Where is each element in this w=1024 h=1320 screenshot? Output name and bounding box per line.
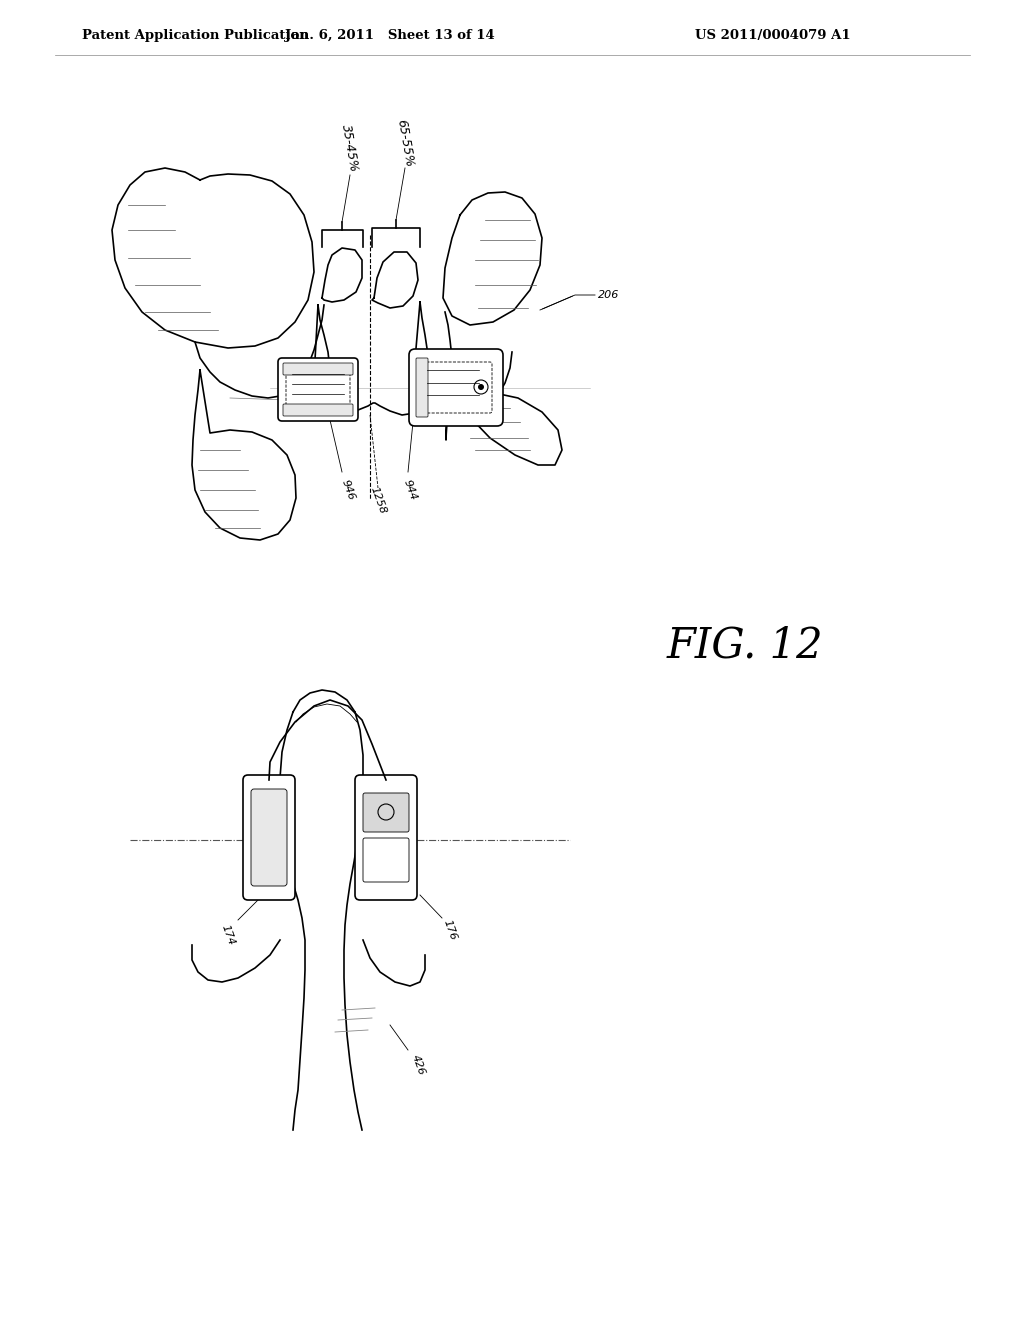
FancyBboxPatch shape — [278, 358, 358, 421]
Text: 176: 176 — [441, 919, 459, 941]
FancyBboxPatch shape — [355, 775, 417, 900]
Text: US 2011/0004079 A1: US 2011/0004079 A1 — [695, 29, 851, 41]
Text: Jan. 6, 2011   Sheet 13 of 14: Jan. 6, 2011 Sheet 13 of 14 — [285, 29, 495, 41]
FancyBboxPatch shape — [409, 348, 503, 426]
Text: 1258: 1258 — [369, 484, 387, 515]
FancyBboxPatch shape — [416, 358, 428, 417]
Text: 944: 944 — [401, 478, 419, 502]
Text: 426: 426 — [410, 1053, 426, 1077]
Circle shape — [478, 384, 484, 389]
Text: 946: 946 — [340, 478, 356, 502]
Text: FIG. 12: FIG. 12 — [667, 624, 823, 667]
FancyBboxPatch shape — [251, 789, 287, 886]
FancyBboxPatch shape — [362, 793, 409, 832]
FancyBboxPatch shape — [283, 363, 353, 375]
FancyBboxPatch shape — [243, 775, 295, 900]
Text: 174: 174 — [219, 923, 237, 946]
Text: 65-55%: 65-55% — [394, 117, 416, 168]
FancyBboxPatch shape — [283, 404, 353, 416]
Text: Patent Application Publication: Patent Application Publication — [82, 29, 309, 41]
Text: 35-45%: 35-45% — [339, 123, 360, 173]
Text: 206: 206 — [598, 290, 620, 300]
